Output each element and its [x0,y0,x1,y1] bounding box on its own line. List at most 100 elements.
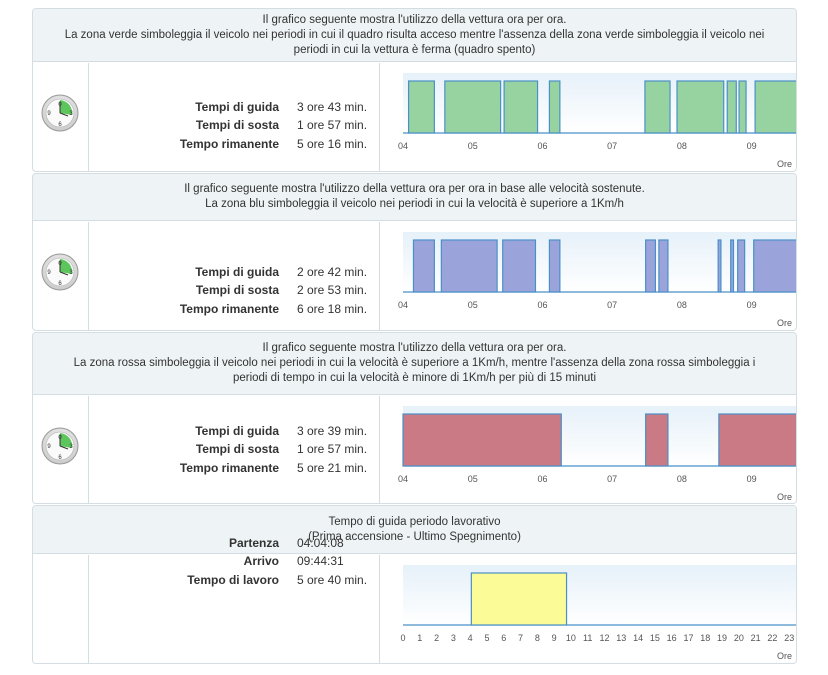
stat-label: Partenza [228,536,279,550]
x-tick-label: 09 [747,300,757,310]
stat-label: Tempo di lavoro [187,573,279,587]
stat-value: 3 ore 39 min. [297,424,368,438]
stat-value: 5 ore 16 min. [297,137,368,151]
icon-cell: 0 3 6 9 [33,396,89,503]
panel-description: Il grafico seguente mostra l'utilizzo de… [33,333,796,395]
x-axis-label: Ore [777,159,792,169]
x-tick-label: 10 [566,633,576,643]
chart-segment [548,80,561,134]
x-tick-label: 06 [537,300,547,310]
stat-row: Tempo di lavoro 5 ore 40 min. [89,571,379,590]
chart-cell: 0 1 2 3 4 5 6 7 8 9 10 11 12 13 14 15 16 17 18 19 20 21 22 23 Or… [380,555,796,663]
panel-description: Tempo di guida periodo lavorativo (Prima … [33,506,796,554]
chart-segment [658,239,669,293]
chart-segment [412,239,435,293]
chart-cell: 04 05 06 07 08 09 Ore [380,222,796,330]
x-tick-label: 09 [747,474,757,484]
stat-row: Arrivo 09:44:31 [89,552,379,571]
stat-label: Tempi di sosta [195,283,279,297]
chart-segment [644,80,671,134]
x-tick-label: 8 [535,633,540,643]
x-tick-label: 08 [677,141,687,151]
x-tick-label: 2 [434,633,439,643]
panel-description: Il grafico seguente mostra l'utilizzo de… [33,174,796,221]
panel-description-line: La zona rossa simboleggia il veicolo nei… [73,357,756,369]
chart-segment [676,80,725,134]
stat-value: 09:44:31 [297,554,344,568]
svg-text:9: 9 [47,444,51,450]
stat-label: Tempi di guida [195,265,279,279]
panel-description-line: Il grafico seguente mostra l'utilizzo de… [184,183,645,195]
x-axis-label: Ore [777,492,792,502]
plot-area [403,565,796,625]
x-tick-label: 20 [734,633,744,643]
x-tick-label: 22 [767,633,777,643]
x-tick-label: 05 [468,474,478,484]
x-tick-label: 14 [633,633,643,643]
chart-segment [754,80,796,134]
x-tick-label: 04 [398,300,408,310]
stat-label: Tempi di sosta [195,442,279,456]
x-tick-label: 07 [607,141,617,151]
stat-value: 3 ore 43 min. [297,100,368,114]
panel-description-line: (Prima accensione - Ultimo Spegnimento) [308,530,521,543]
panel-description-line: Il grafico seguente mostra l'utilizzo de… [262,342,567,354]
chart-segment [645,239,656,293]
panel-description-line: Il grafico seguente mostra l'utilizzo de… [262,13,567,26]
x-tick-label: 13 [616,633,626,643]
stat-value: 5 ore 40 min. [297,573,368,587]
x-tick-label: 6 [501,633,506,643]
usage-panel-3: Il grafico seguente mostra l'utilizzo de… [32,332,797,504]
icon-cell: 0 3 6 9 [33,63,89,171]
x-tick-label: 09 [747,141,757,151]
x-axis-label: Ore [777,651,792,661]
icon-cell [33,555,89,663]
stats-cell: Tempi di guida 2 ore 42 min. Tempi di sost… [89,222,380,330]
clock-icon: 0 3 6 9 [41,427,79,465]
x-tick-label: 5 [484,633,489,643]
chart-segment [737,239,746,293]
x-tick-label: 0 [400,633,405,643]
x-tick-label: 4 [468,633,473,643]
panel-body: 0 3 6 9 Tempi di guida 3 ore 39 min. Tempi di … [33,396,796,503]
stat-label: Tempi di sosta [195,118,279,132]
panel-description-line: La zona blu simboleggia il veicolo nei p… [205,198,624,210]
stat-row: Tempi di sosta 1 ore 57 min. [89,116,379,135]
chart-segment [440,239,498,293]
svg-text:6: 6 [58,455,62,461]
x-tick-label: 07 [607,300,617,310]
stat-label: Arrivo [243,554,279,568]
x-tick-label: 18 [700,633,710,643]
chart-cell: 04 05 06 07 08 09 Ore [380,396,796,503]
x-tick-label: 04 [398,141,408,151]
x-tick-label: 07 [607,474,617,484]
chart-segment [502,239,537,293]
svg-text:0: 0 [58,261,62,267]
stat-value: 5 ore 21 min. [297,461,368,475]
clock-icon: 0 3 6 9 [41,253,79,291]
svg-text:9: 9 [47,270,51,276]
usage-chart-2: 04 05 06 07 08 09 Ore [398,232,796,328]
usage-chart-1: 04 05 06 07 08 09 Ore [398,73,796,169]
svg-text:3: 3 [69,270,73,276]
stats-cell: Tempi di guida 3 ore 39 min. Tempi di sost… [89,396,380,503]
stat-row: Tempo rimanente 5 ore 21 min. [89,459,379,478]
x-tick-label: 06 [537,474,547,484]
panel-description: Il grafico seguente mostra l'utilizzo de… [33,9,796,62]
panel-body: 0 3 6 9 Tempi di guida 2 ore 42 min. Tempi di … [33,222,796,330]
svg-text:0: 0 [58,102,62,108]
stat-row: Tempi di guida 2 ore 42 min. [89,263,379,282]
stat-label: Tempo rimanente [179,461,279,475]
panel-description-line: periodi di tempo in cui la velocità è mi… [232,372,597,384]
chart-segment [738,80,747,134]
panel-body: Partenza 04:04:08 Arrivo 09:44:31 Tempo di l… [33,536,796,663]
panel-body: 0 3 6 9 Tempi di guida 3 ore 43 min. Tempi di … [33,63,796,171]
chart-segment [730,239,735,293]
stat-value: 6 ore 18 min. [297,302,368,316]
usage-panel-4: Tempo di guida periodo lavorativo (Prima … [32,505,797,664]
stat-row: Tempo rimanente 6 ore 18 min. [89,300,379,319]
chart-segment [726,80,737,134]
x-tick-label: 23 [784,633,794,643]
stat-label: Tempi di guida [195,100,279,114]
svg-text:9: 9 [47,111,51,117]
